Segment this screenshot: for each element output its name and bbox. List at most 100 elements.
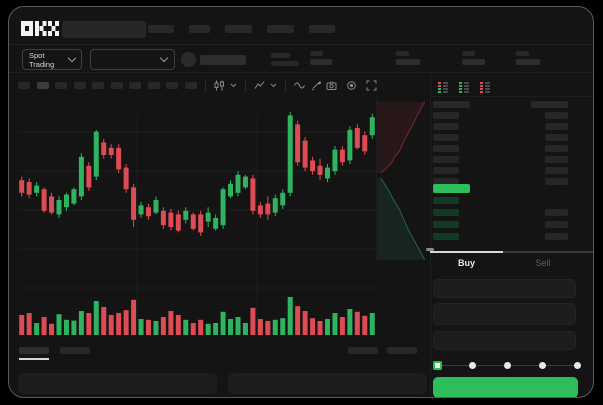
stat-label-placeholder [462, 51, 475, 56]
nav-item-placeholder[interactable] [267, 25, 294, 33]
bid-amount-placeholder[interactable] [545, 209, 568, 216]
stat-group [516, 51, 546, 67]
scrollbar-thumb[interactable] [426, 248, 434, 251]
timeframe-button[interactable] [18, 82, 30, 89]
bid-price-placeholder[interactable] [433, 209, 459, 216]
candlestick-chart[interactable] [18, 95, 376, 340]
timeframe-button[interactable] [129, 82, 141, 89]
ask-price-placeholder[interactable] [433, 178, 459, 185]
market-type-selector[interactable]: Spot Trading [22, 49, 82, 70]
chevron-down-icon[interactable] [230, 83, 237, 88]
screenshot-icon[interactable] [326, 80, 337, 91]
indicators-icon[interactable] [254, 80, 265, 91]
draw-icon[interactable] [310, 80, 321, 91]
pair-name-placeholder [200, 55, 246, 65]
ask-amount-placeholder[interactable] [545, 145, 568, 152]
nav-item-placeholder[interactable] [225, 25, 252, 33]
slider-handle[interactable] [432, 361, 442, 370]
bid-price-placeholder[interactable] [433, 233, 459, 240]
timeframe-button[interactable] [147, 82, 160, 89]
okx-logo[interactable]: OKX [21, 21, 59, 36]
chevron-down-icon [159, 53, 169, 63]
top-nav [148, 25, 335, 33]
app-window: OKX Spot Trading [8, 6, 594, 398]
pair-selector[interactable] [90, 49, 175, 70]
ask-price-placeholder[interactable] [433, 123, 459, 130]
search-input[interactable] [62, 21, 146, 38]
depth-chart[interactable] [377, 95, 430, 290]
timeframe-button[interactable] [166, 82, 178, 89]
amount-input-placeholder[interactable] [433, 303, 576, 325]
nav-item-placeholder[interactable] [148, 25, 174, 33]
slider-stop[interactable] [503, 362, 511, 369]
line-wave-icon[interactable] [294, 81, 305, 90]
tab-bar-line [503, 251, 593, 253]
slider-stop[interactable] [538, 362, 546, 369]
timeframe-button[interactable] [92, 82, 104, 89]
orderbook-last-price[interactable] [433, 184, 470, 193]
timeframe-button[interactable] [55, 82, 67, 89]
divider [245, 80, 246, 91]
buy-submit-button[interactable] [433, 377, 578, 397]
bottom-panel-placeholder [18, 373, 217, 394]
chevron-down-icon[interactable] [270, 83, 277, 88]
slider-stop[interactable] [468, 362, 476, 369]
orderbook-view-toggles [437, 80, 491, 93]
nav-item-placeholder[interactable] [189, 25, 210, 33]
candlestick-style-icon[interactable] [214, 80, 225, 91]
stat-value-placeholder [396, 59, 420, 65]
price-input-placeholder[interactable] [433, 279, 576, 298]
stat-label-placeholder [396, 51, 409, 56]
divider [205, 80, 206, 91]
timeframe-bar [18, 82, 197, 89]
ask-amount-placeholder[interactable] [545, 156, 568, 163]
ask-price-placeholder[interactable] [433, 112, 459, 119]
bottom-tab-placeholder[interactable] [60, 347, 90, 354]
chart-footer-placeholder[interactable] [348, 347, 378, 354]
bid-price-placeholder[interactable] [433, 197, 459, 204]
bid-amount-placeholder[interactable] [545, 233, 568, 240]
ask-price-placeholder[interactable] [433, 134, 459, 141]
bid-price-placeholder[interactable] [433, 221, 459, 228]
nav-item-placeholder[interactable] [309, 25, 335, 33]
ask-amount-placeholder[interactable] [545, 112, 568, 119]
bid-amount-placeholder[interactable] [545, 221, 568, 228]
bids-only-icon[interactable] [458, 81, 470, 93]
stat-group [462, 51, 492, 67]
bottom-panel-placeholder [228, 373, 427, 394]
timeframe-button[interactable] [184, 82, 197, 89]
ask-amount-placeholder[interactable] [545, 167, 568, 174]
total-input-placeholder[interactable] [433, 331, 576, 350]
chart-tools [202, 79, 377, 92]
timeframe-button[interactable] [73, 82, 86, 89]
ask-amount-placeholder[interactable] [545, 123, 568, 130]
fullscreen-icon[interactable] [366, 80, 377, 91]
stat-group [310, 51, 340, 67]
stat-value-placeholder [516, 59, 540, 65]
divider [285, 80, 286, 91]
combined-book-icon[interactable] [437, 81, 449, 93]
pair-coin-icon [181, 52, 196, 67]
slider-stop[interactable] [573, 362, 581, 369]
tab-buy[interactable]: Buy [457, 258, 475, 268]
last-price-value-placeholder [271, 61, 299, 66]
orderbook-price-header-placeholder [433, 101, 470, 108]
chart-footer-placeholder[interactable] [387, 347, 417, 354]
ask-price-placeholder[interactable] [433, 145, 459, 152]
timeframe-button[interactable] [110, 82, 123, 89]
timeframe-button[interactable] [36, 82, 49, 89]
ask-price-placeholder[interactable] [433, 167, 459, 174]
bottom-tab-active-placeholder[interactable] [19, 347, 49, 354]
amount-slider[interactable] [432, 361, 581, 370]
ask-amount-placeholder[interactable] [545, 134, 568, 141]
market-type-label: Spot Trading [29, 50, 55, 69]
asks-only-icon[interactable] [479, 81, 491, 93]
settings-icon[interactable] [346, 80, 357, 91]
stat-value-placeholder [310, 59, 332, 65]
buy-tab-indicator [430, 251, 503, 253]
ticker-stats [310, 51, 570, 67]
ask-price-placeholder[interactable] [433, 156, 459, 163]
tab-sell[interactable]: Sell [535, 258, 551, 268]
ask-amount-placeholder[interactable] [545, 178, 568, 185]
